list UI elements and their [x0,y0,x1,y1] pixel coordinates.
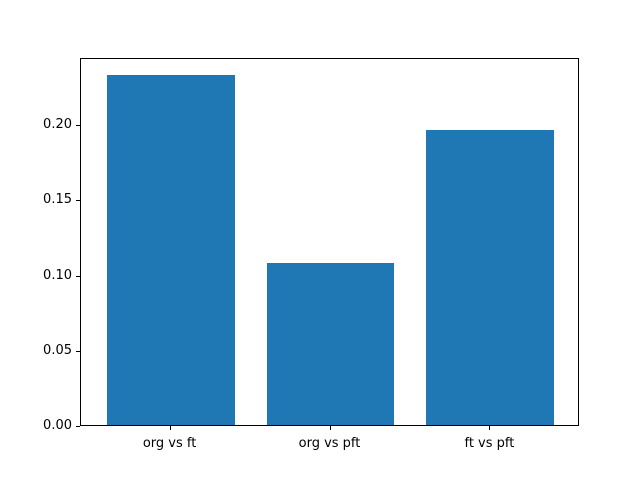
y-tick-mark-4 [76,125,80,127]
x-tick-mark-1 [329,426,331,430]
x-tick-label-1: org vs pft [298,436,361,451]
bar-2 [426,130,555,425]
x-tick-label-2: ft vs pft [464,436,515,451]
y-tick-mark-0 [76,426,80,427]
y-tick-mark-3 [76,200,80,202]
y-tick-mark-1 [76,350,80,352]
x-tick-mark-2 [489,426,491,430]
y-tick-label-4: 0.20 [43,117,72,133]
x-tick-label-0: org vs ft [142,436,197,451]
y-tick-label-3: 0.15 [43,192,72,208]
plot-area [80,58,579,426]
y-tick-mark-2 [76,275,80,277]
y-tick-label-2: 0.10 [43,267,72,283]
bar-0 [106,74,235,425]
x-tick-mark-0 [169,426,171,430]
y-tick-label-0: 0.00 [43,418,72,433]
bar-1 [266,262,395,425]
y-tick-label-1: 0.05 [43,342,72,358]
